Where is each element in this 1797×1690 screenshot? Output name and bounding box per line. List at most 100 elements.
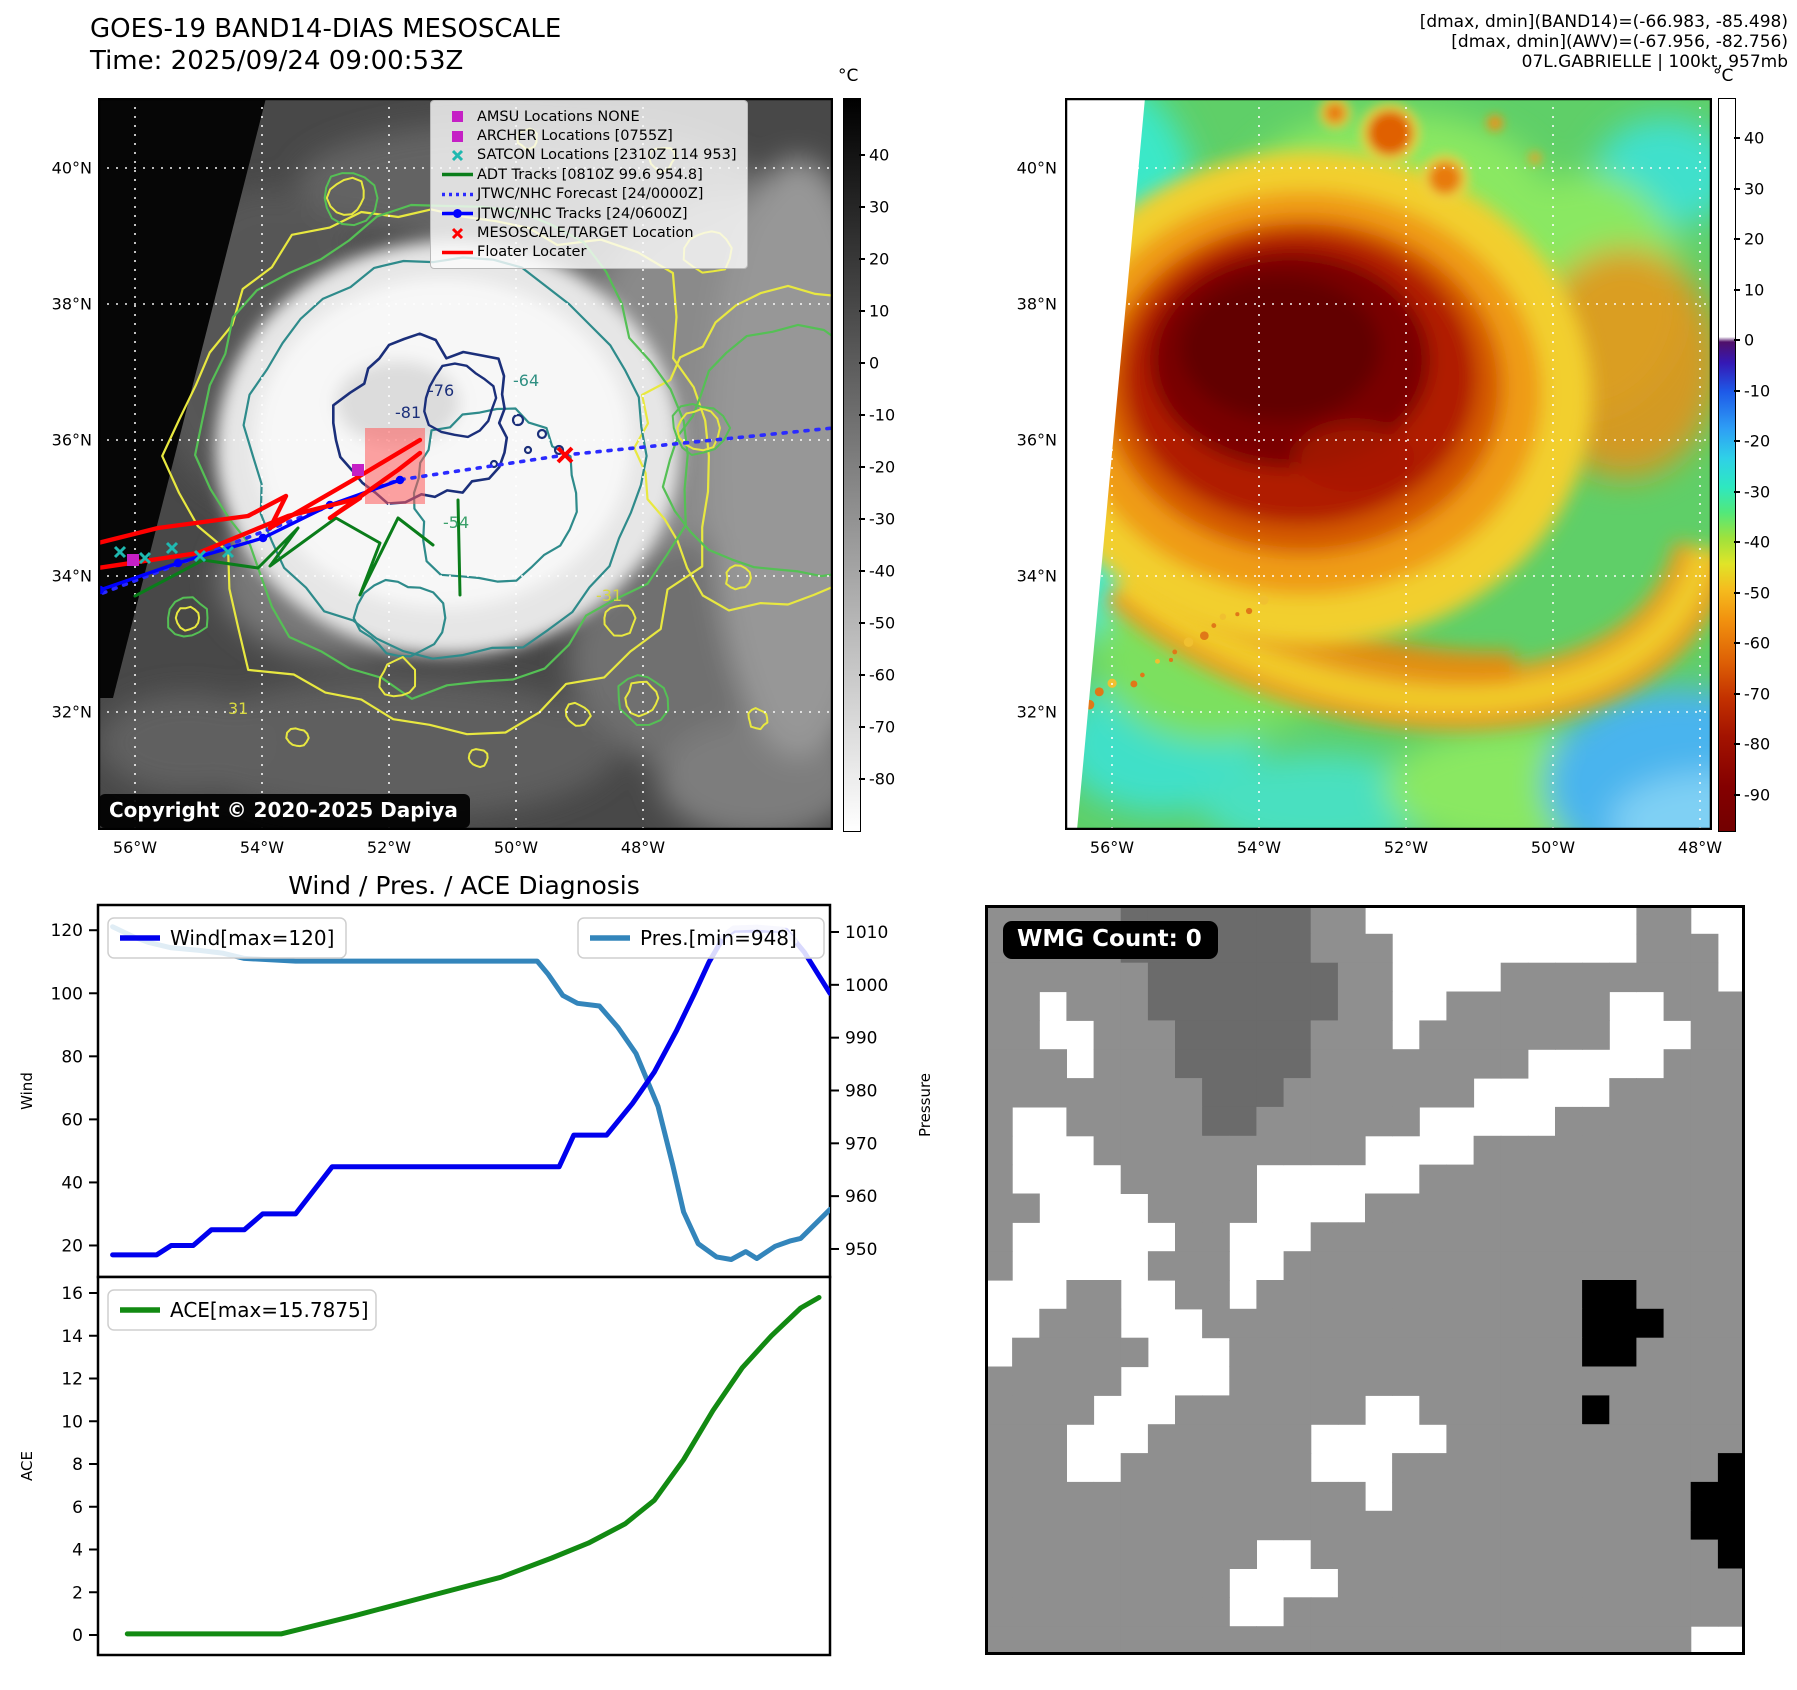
svg-text:4: 4 (72, 1541, 83, 1561)
colorbar-tick-label: 20 (1744, 229, 1765, 249)
legend-item-label: JTWC/NHC Tracks [24/0600Z] (477, 205, 688, 222)
colorbar-tick (859, 466, 865, 468)
svg-text:2: 2 (72, 1583, 83, 1603)
svg-text:6: 6 (72, 1498, 83, 1518)
colorbar-tick-label: 40 (869, 145, 890, 165)
colorbar-tick-label: 30 (869, 197, 890, 217)
wind-legend (107, 917, 347, 959)
lon-label-left: 52°W (366, 838, 412, 857)
colorbar-tick (859, 414, 865, 416)
svg-text:960: 960 (845, 1187, 877, 1207)
lat-label-right: 40°N (1016, 158, 1057, 178)
svg-text:0: 0 (72, 1626, 83, 1646)
colorbar-tick-label: -80 (869, 769, 896, 789)
colorbar-tick (1734, 288, 1740, 291)
colorbar-tick-label: -20 (869, 457, 896, 477)
legend-item: JTWC/NHC Forecast [24/0000Z] (439, 185, 741, 204)
colorbar-tick-label: 0 (1744, 330, 1755, 350)
colorbar-tick-label: 40 (1744, 128, 1765, 148)
colorbar-tick-label: -30 (869, 509, 896, 529)
awv-satellite-map (1065, 98, 1712, 830)
colorbar-tick-label: -80 (1744, 734, 1771, 754)
svg-text:16: 16 (61, 1284, 83, 1304)
pressure-axis-label: Pressure (916, 1073, 934, 1137)
contour-label: 31 (228, 699, 248, 718)
lon-label-left: 56°W (112, 838, 158, 857)
lon-label-left: 48°W (620, 838, 666, 857)
contour-label: -31 (596, 586, 622, 605)
x-legend-icon (439, 148, 477, 163)
colorbar-tick-label: 20 (869, 249, 890, 269)
lon-label-left: 50°W (493, 838, 539, 857)
colorbar-tick (859, 726, 865, 728)
colorbar-tick-label: 0 (869, 353, 880, 373)
svg-text:950: 950 (845, 1240, 877, 1260)
legend-item-label: MESOSCALE/TARGET Location (477, 225, 694, 242)
svg-text:60: 60 (61, 1110, 83, 1130)
contour-label: -64 (513, 371, 539, 390)
lon-label-left: 54°W (239, 838, 285, 857)
page-title: GOES-19 BAND14-DIAS MESOSCALE (90, 14, 562, 44)
colorbar-tick (1734, 339, 1740, 341)
ace-legend-label: ACE[max=15.7875] (170, 1298, 369, 1322)
dmax-dmin-band14: [dmax, dmin](BAND14)=(-66.983, -85.498) (1419, 12, 1788, 32)
lat-label-left: 32°N (51, 702, 92, 722)
svg-text:120: 120 (51, 921, 83, 941)
line-legend-icon (439, 245, 477, 260)
colorbar-tick-label: -20 (1744, 431, 1771, 451)
copyright-badge: Copyright © 2020-2025 Dapiya (99, 794, 470, 828)
lat-label-left: 36°N (51, 430, 92, 450)
lat-label-left: 40°N (51, 158, 92, 178)
svg-text:80: 80 (61, 1047, 83, 1067)
colorbar-tick (1734, 137, 1740, 139)
awv-colorbar-unit: °C (1713, 66, 1734, 86)
wind-axis-label: Wind (18, 1072, 36, 1110)
colorbar-tick-label: -50 (1744, 583, 1771, 602)
legend-item-label: JTWC/NHC Forecast [24/0000Z] (477, 186, 704, 203)
legend-item: MESOSCALE/TARGET Location (439, 223, 741, 242)
lat-label-right: 32°N (1016, 702, 1057, 722)
lon-label-right: 54°W (1236, 838, 1282, 857)
colorbar-tick (1734, 440, 1740, 442)
colorbar-tick (1734, 743, 1740, 745)
colorbar-tick (859, 778, 865, 780)
legend-item: JTWC/NHC Tracks [24/0600Z] (439, 204, 741, 223)
svg-text:8: 8 (72, 1455, 83, 1475)
svg-text:1000: 1000 (845, 976, 888, 996)
colorbar-tick (1734, 591, 1740, 594)
colorbar-tick (1734, 389, 1740, 392)
wind-legend-label: Wind[max=120] (170, 926, 334, 950)
contour-label: -76 (428, 381, 454, 400)
colorbar-tick-label: -10 (869, 405, 896, 425)
lat-label-right: 34°N (1016, 566, 1057, 586)
svg-text:1010: 1010 (845, 923, 888, 943)
colorbar-tick (1734, 692, 1740, 695)
colorbar-tick (1734, 793, 1740, 796)
colorbar-tick (859, 622, 865, 624)
ace-axis-label: ACE (18, 1451, 36, 1481)
svg-text:12: 12 (61, 1370, 83, 1390)
square-legend-icon (439, 129, 477, 144)
legend-item: AMSU Locations NONE (439, 107, 741, 126)
colorbar-tick (1734, 490, 1740, 493)
svg-text:990: 990 (845, 1029, 877, 1049)
legend-item-label: SATCON Locations [2310Z 114 953] (477, 147, 737, 164)
pres-legend (577, 917, 825, 959)
colorbar-tick-label: -60 (1744, 633, 1771, 653)
colorbar-tick-label: -40 (1744, 532, 1771, 552)
map-legend: AMSU Locations NONE ARCHER Locations [075… (430, 100, 748, 270)
svg-text:980: 980 (845, 1081, 877, 1101)
lat-label-right: 36°N (1016, 430, 1057, 450)
legend-item: SATCON Locations [2310Z 114 953] (439, 146, 741, 165)
colorbar-tick-label: -60 (869, 665, 896, 685)
colorbar-tick (1734, 541, 1740, 543)
pres-legend-label: Pres.[min=948] (640, 926, 797, 950)
line-legend-icon (439, 167, 477, 182)
awv-colorbar (1718, 98, 1736, 832)
colorbar-tick (859, 570, 865, 572)
svg-text:100: 100 (51, 984, 83, 1004)
colorbar-tick (1734, 187, 1740, 190)
lat-label-left: 38°N (51, 294, 92, 314)
legend-item-label: AMSU Locations NONE (477, 108, 640, 125)
